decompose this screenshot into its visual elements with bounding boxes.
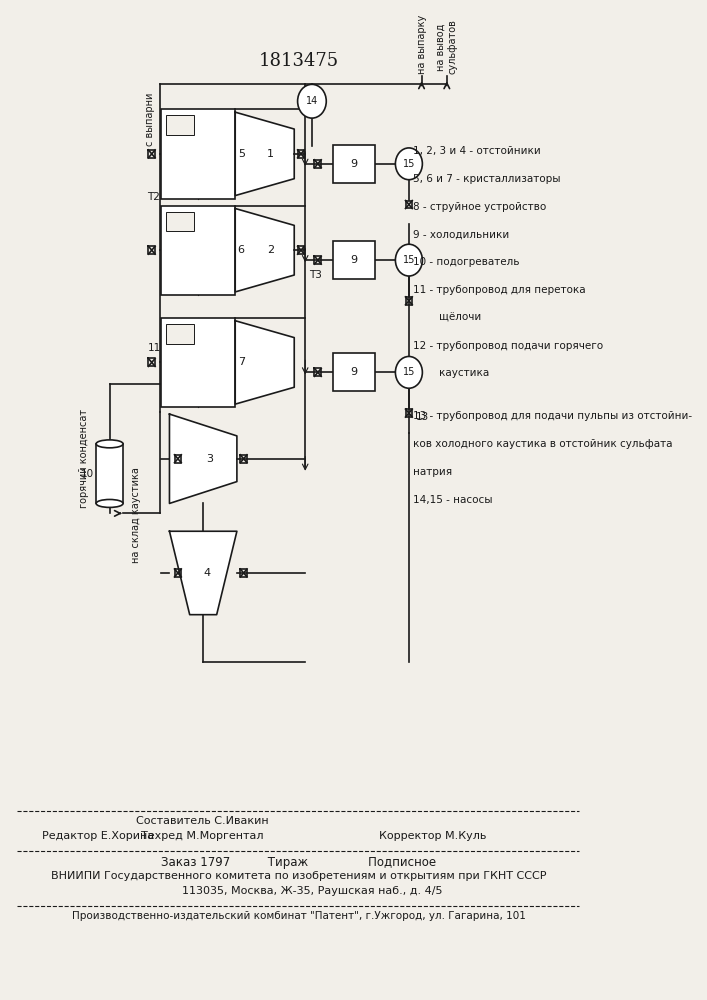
Text: 14,15 - насосы: 14,15 - насосы bbox=[413, 495, 493, 505]
Circle shape bbox=[395, 356, 422, 388]
Text: 10 - подогреватель: 10 - подогреватель bbox=[413, 257, 520, 267]
Text: Заказ 1797          Тираж                Подписное: Заказ 1797 Тираж Подписное bbox=[161, 856, 436, 869]
Polygon shape bbox=[170, 531, 237, 615]
Text: 4: 4 bbox=[203, 568, 210, 578]
Text: 13 - трубопровод для подачи пульпы из отстойни-: 13 - трубопровод для подачи пульпы из от… bbox=[413, 411, 692, 421]
Text: 5, 6 и 7 - кристаллизаторы: 5, 6 и 7 - кристаллизаторы bbox=[413, 174, 561, 184]
Bar bbox=[96, 444, 123, 503]
Text: 7: 7 bbox=[238, 357, 245, 367]
Circle shape bbox=[298, 84, 326, 118]
Bar bbox=[166, 212, 194, 231]
Text: Редактор Е.Хорина: Редактор Е.Хорина bbox=[42, 831, 154, 841]
Text: Т3: Т3 bbox=[310, 270, 322, 280]
Ellipse shape bbox=[96, 499, 123, 507]
Polygon shape bbox=[170, 414, 237, 503]
Text: Составитель С.Ивакин: Составитель С.Ивакин bbox=[136, 816, 269, 826]
Text: 15: 15 bbox=[403, 367, 415, 377]
Bar bbox=[161, 206, 235, 295]
Bar bbox=[333, 241, 375, 279]
Text: каустика: каустика bbox=[413, 368, 489, 378]
Text: 15: 15 bbox=[403, 159, 415, 169]
Text: 13: 13 bbox=[416, 412, 429, 422]
Text: Т2: Т2 bbox=[148, 192, 160, 202]
Ellipse shape bbox=[96, 440, 123, 448]
Bar bbox=[333, 145, 375, 183]
Text: 9: 9 bbox=[351, 367, 358, 377]
Bar bbox=[161, 109, 235, 199]
Text: Производственно-издательский комбинат "Патент", г.Ужгород, ул. Гагарина, 101: Производственно-издательский комбинат "П… bbox=[71, 911, 525, 921]
Bar bbox=[333, 353, 375, 391]
Text: с выпарни: с выпарни bbox=[145, 92, 155, 146]
Text: ВНИИПИ Государственного комитета по изобретениям и открытиям при ГКНТ СССР: ВНИИПИ Государственного комитета по изоб… bbox=[51, 871, 547, 881]
Text: Техред М.Моргентал: Техред М.Моргентал bbox=[141, 831, 264, 841]
Text: на вывод
сульфатов: на вывод сульфатов bbox=[436, 20, 457, 74]
Text: 11: 11 bbox=[148, 343, 160, 353]
Polygon shape bbox=[235, 208, 294, 292]
Text: 10: 10 bbox=[81, 469, 93, 479]
Text: 11 - трубопровод для перетока: 11 - трубопровод для перетока bbox=[413, 285, 585, 295]
Text: на склад каустика: на склад каустика bbox=[131, 467, 141, 563]
Text: 5: 5 bbox=[238, 149, 245, 159]
Text: 6: 6 bbox=[238, 245, 245, 255]
Text: 1813475: 1813475 bbox=[258, 52, 339, 70]
Polygon shape bbox=[235, 321, 294, 404]
Text: 3: 3 bbox=[206, 454, 214, 464]
Text: ков холодного каустика в отстойник сульфата: ков холодного каустика в отстойник сульф… bbox=[413, 439, 672, 449]
Text: 2: 2 bbox=[267, 245, 274, 255]
Polygon shape bbox=[235, 112, 294, 196]
Text: Корректор М.Куль: Корректор М.Куль bbox=[380, 831, 486, 841]
Circle shape bbox=[395, 244, 422, 276]
Text: 15: 15 bbox=[403, 255, 415, 265]
Text: щёлочи: щёлочи bbox=[413, 313, 481, 323]
Text: 9 - холодильники: 9 - холодильники bbox=[413, 229, 509, 239]
Text: 8 - струйное устройство: 8 - струйное устройство bbox=[413, 202, 547, 212]
Text: 14: 14 bbox=[306, 96, 318, 106]
Text: горячий конденсат: горячий конденсат bbox=[79, 409, 89, 508]
Bar bbox=[161, 318, 235, 407]
Text: натрия: натрия bbox=[413, 467, 452, 477]
Bar bbox=[166, 324, 194, 344]
Circle shape bbox=[395, 148, 422, 180]
Text: 113035, Москва, Ж-35, Раушская наб., д. 4/5: 113035, Москва, Ж-35, Раушская наб., д. … bbox=[154, 886, 443, 896]
Text: 9: 9 bbox=[351, 159, 358, 169]
Text: 1, 2, 3 и 4 - отстойники: 1, 2, 3 и 4 - отстойники bbox=[413, 146, 541, 156]
Text: 12 - трубопровод подачи горячего: 12 - трубопровод подачи горячего bbox=[413, 341, 603, 351]
Text: 1: 1 bbox=[267, 149, 274, 159]
Text: 9: 9 bbox=[351, 255, 358, 265]
Text: на выпарку: на выпарку bbox=[416, 15, 426, 74]
Bar bbox=[166, 115, 194, 135]
